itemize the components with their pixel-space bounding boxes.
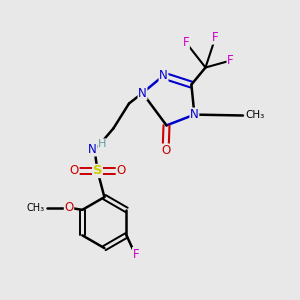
- Text: O: O: [116, 164, 125, 178]
- Text: O: O: [70, 164, 79, 178]
- Text: N: N: [159, 69, 168, 82]
- Text: N: N: [190, 108, 199, 121]
- Text: N: N: [88, 143, 97, 156]
- Text: F: F: [133, 248, 139, 261]
- Text: N: N: [138, 86, 147, 100]
- Text: F: F: [183, 36, 189, 49]
- Text: F: F: [227, 54, 234, 67]
- Text: CH₃: CH₃: [27, 202, 45, 213]
- Text: S: S: [93, 164, 102, 178]
- Text: O: O: [161, 144, 170, 157]
- Text: O: O: [64, 201, 74, 214]
- Text: H: H: [98, 139, 106, 149]
- Text: F: F: [212, 31, 219, 44]
- Text: CH₃: CH₃: [245, 110, 265, 121]
